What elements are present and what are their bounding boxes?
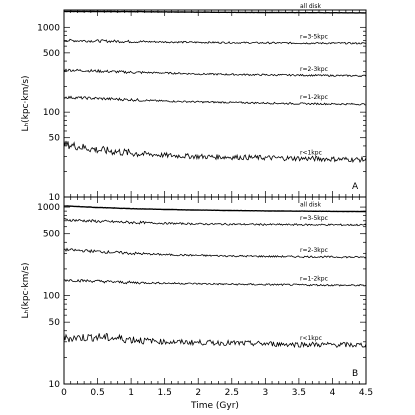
x-tick-label: 2 [195,388,201,398]
panel-A-y-tick-label: 10 [49,193,61,203]
panel-A-y-tick-label: 1000 [37,23,60,33]
x-tick-label: 4.5 [359,388,373,398]
x-axis-title: Time (Gyr) [190,401,239,411]
panel-A-y-axis-title: Lₕ(kpc·km/s) [21,75,31,131]
panel-B-series-label: r=2-3kpc [300,247,328,254]
x-tick-label: 3.5 [292,388,306,398]
panel-B-series-line [63,218,367,227]
panel-A-series-line [63,140,367,163]
panel-A-series-label: r=2-3kpc [300,66,328,73]
x-tick-label: 2.5 [225,388,239,398]
panel-A-series-line [64,10,367,14]
panel-B-letter: B [352,369,358,379]
x-tick-label: 3 [262,388,268,398]
panel-B-series-line [64,205,367,213]
panel-B-series-label: r<1kpc [300,335,322,342]
panel-B-y-tick-label: 500 [43,230,60,240]
panel-A-y-tick-label: 100 [43,108,60,118]
panel-A-series-label: r=1-2kpc [300,94,328,101]
x-tick-label: 0 [61,388,67,398]
x-tick-label: 0.5 [90,388,104,398]
panel-A-series-line [63,95,367,106]
panel-B-y-tick-label: 50 [49,318,61,328]
panel-A-y-tick-label: 50 [49,134,61,144]
panel-A-letter: A [352,182,359,192]
panel-A-series-label: r=3-5kpc [300,33,328,40]
panel-A-series-label: all disk [300,3,322,10]
panel-B-y-tick-label: 10 [49,380,61,390]
x-tick-label: 1.5 [158,388,172,398]
panel-A-series-line [63,38,367,45]
panel-B-series-label: r=1-2kpc [300,275,328,282]
x-tick-label: 1 [128,388,134,398]
panel-A-series-label: r<1kpc [300,150,322,157]
panel-B-series-line [63,332,367,349]
panel-B-y-axis-title: Lₕ(kpc·km/s) [21,262,31,318]
panel-B-series-line [63,278,367,287]
panel-A-y-tick-label: 500 [43,49,60,59]
panel-B-frame [63,196,367,385]
panel-B-series-line [63,247,367,259]
panel-B-y-tick-label: 100 [43,292,60,302]
panel-B-y-tick-label: 1000 [37,203,60,213]
x-tick-label: 4 [330,388,336,398]
panel-B-series-label: r=3-5kpc [300,215,328,222]
panel-B-series-label: all disk [300,202,322,209]
panel-A-series-line [63,68,367,78]
